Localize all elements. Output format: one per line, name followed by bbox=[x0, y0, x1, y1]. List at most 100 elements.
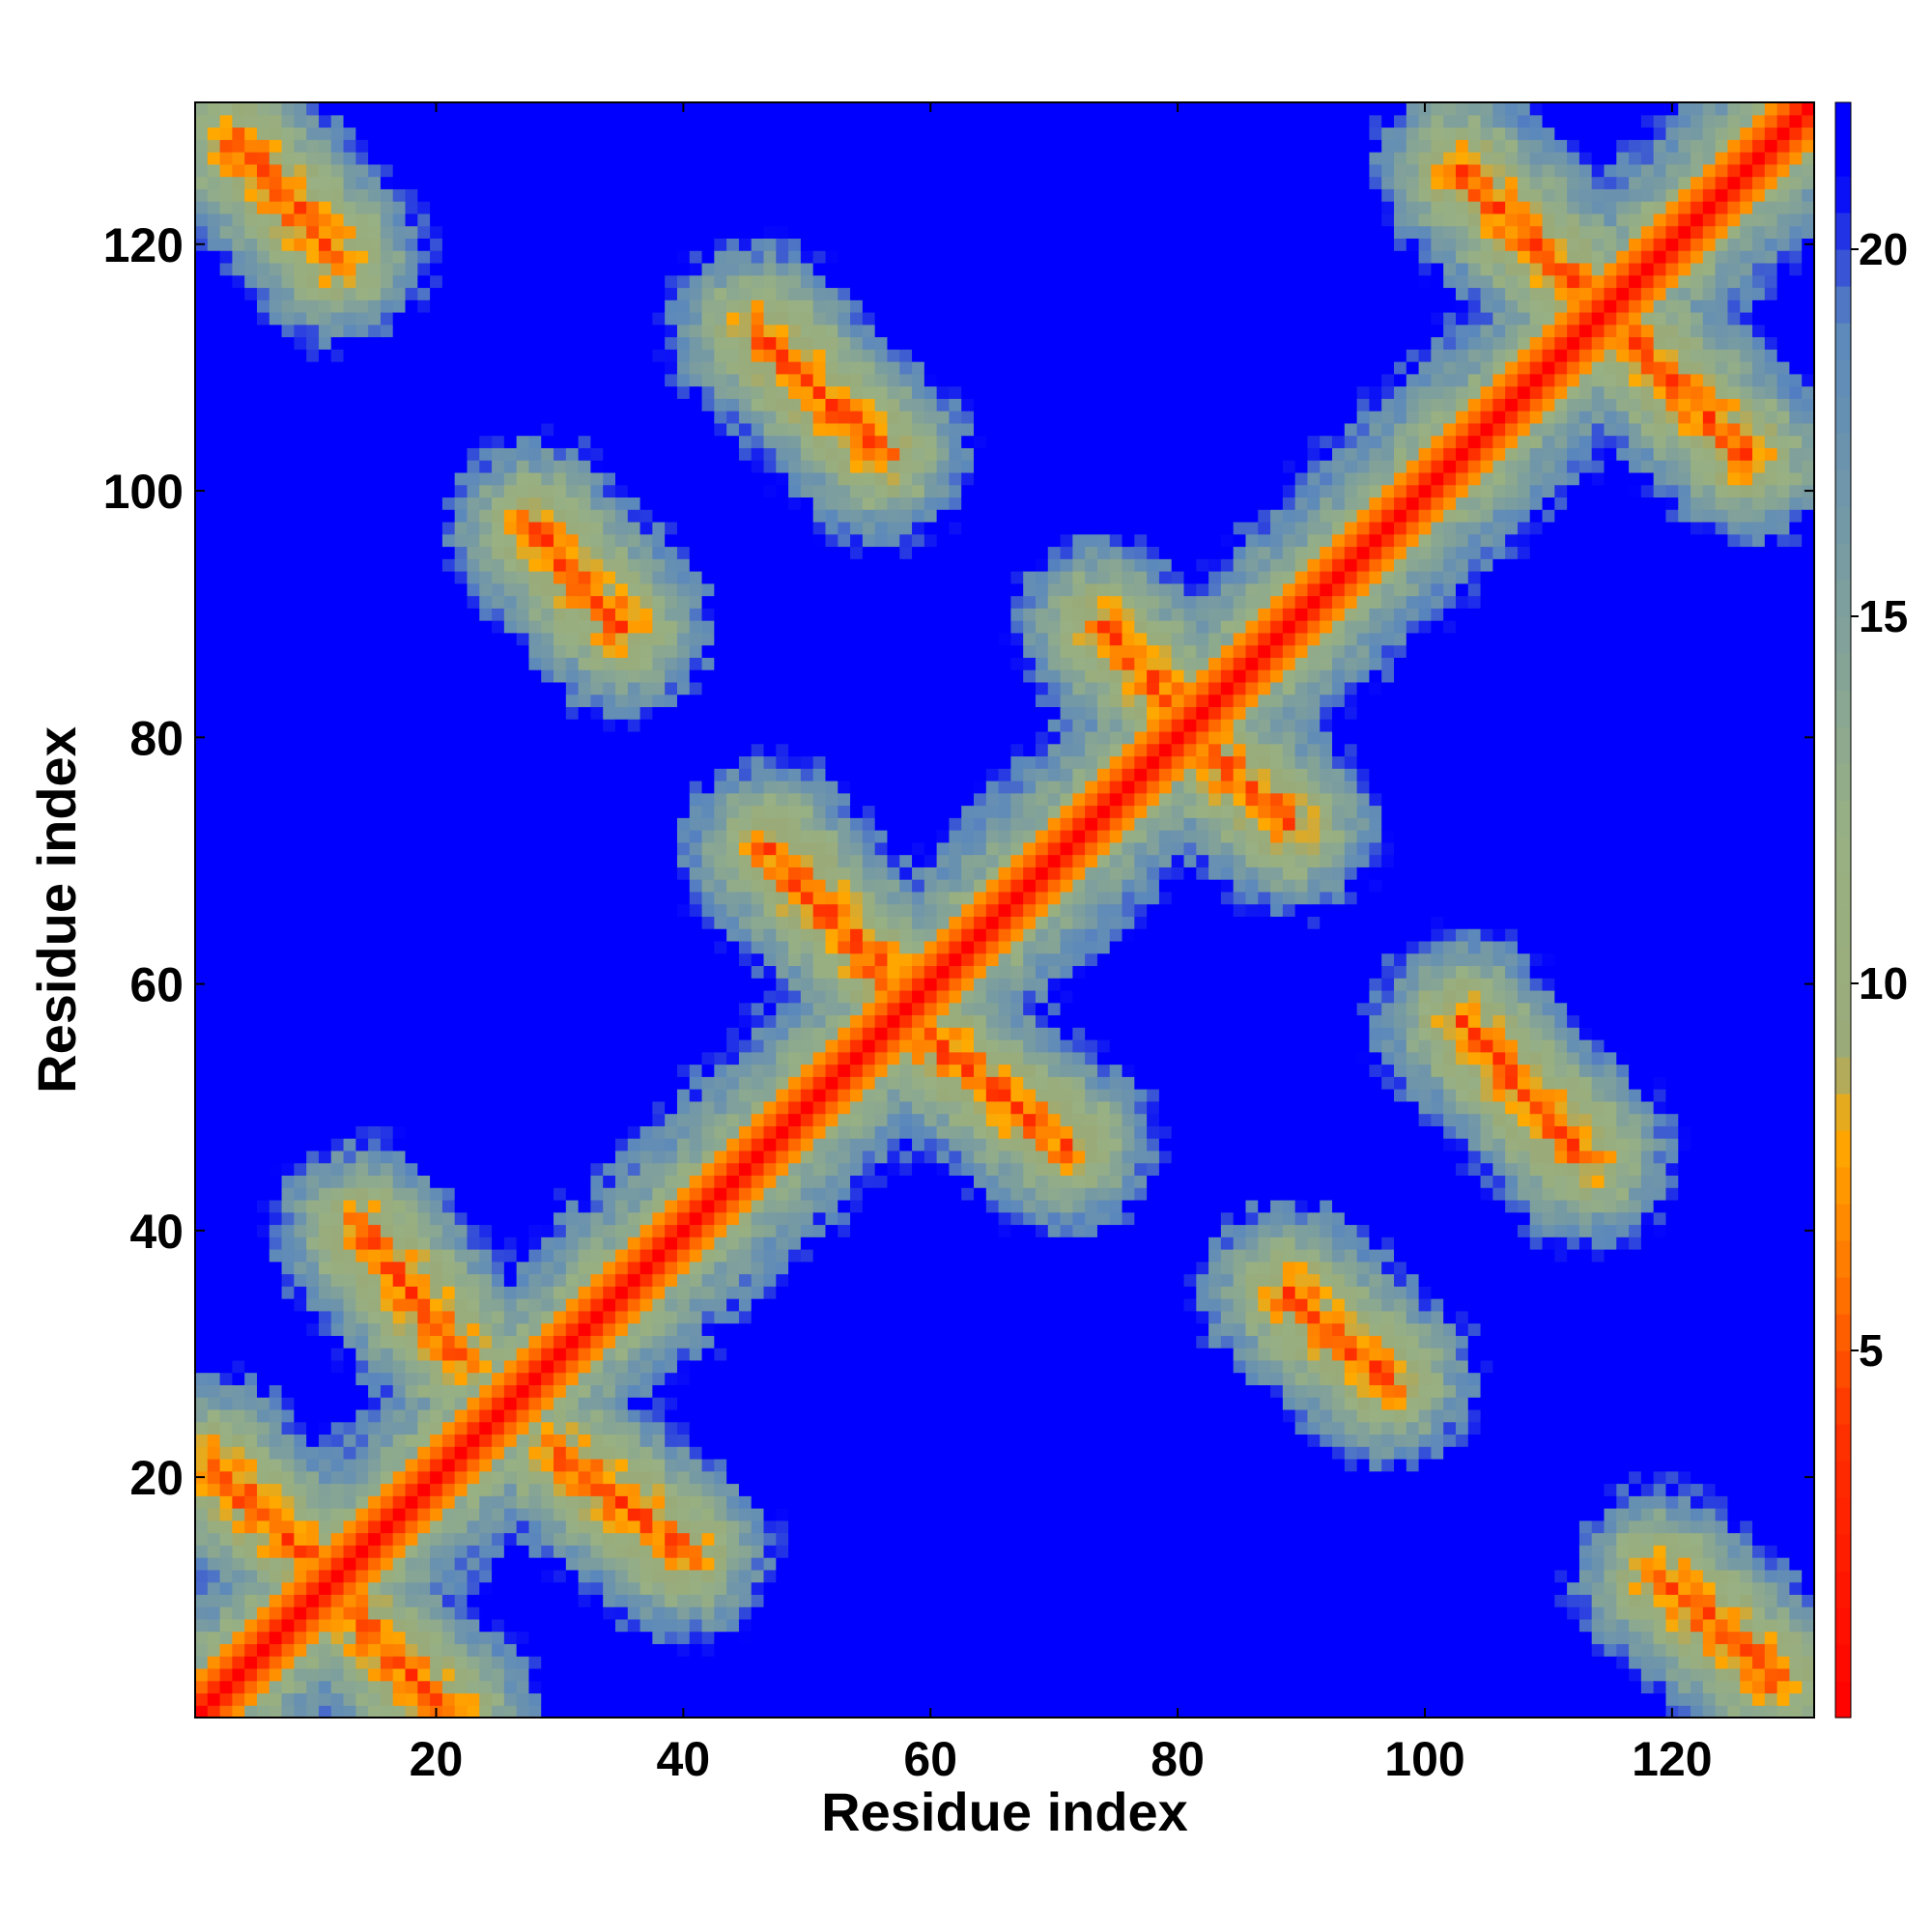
heatmap-cell bbox=[590, 916, 604, 929]
heatmap-cell bbox=[627, 978, 641, 991]
heatmap-cell bbox=[467, 1039, 480, 1053]
heatmap-cell bbox=[503, 225, 518, 239]
heatmap-cell bbox=[417, 1187, 431, 1201]
heatmap-cell bbox=[614, 928, 629, 942]
heatmap-cell bbox=[578, 460, 591, 473]
heatmap-cell bbox=[454, 225, 469, 239]
heatmap-cell bbox=[578, 1408, 591, 1423]
heatmap-cell bbox=[652, 830, 666, 843]
heatmap-cell bbox=[405, 201, 418, 214]
heatmap-cell bbox=[603, 582, 616, 597]
heatmap-cell bbox=[256, 349, 270, 362]
heatmap-cell bbox=[219, 1408, 233, 1423]
heatmap-cell bbox=[380, 176, 394, 189]
heatmap-cell bbox=[244, 1446, 258, 1460]
heatmap-cell bbox=[368, 213, 382, 227]
heatmap-cell bbox=[244, 163, 258, 178]
heatmap-cell bbox=[269, 1211, 283, 1226]
heatmap-cell bbox=[541, 644, 554, 658]
heatmap-cell bbox=[294, 521, 307, 535]
heatmap-cell bbox=[232, 620, 245, 634]
heatmap-cell bbox=[392, 373, 407, 387]
heatmap-cell bbox=[639, 447, 653, 461]
heatmap-cell bbox=[541, 1100, 554, 1115]
heatmap-cell bbox=[306, 188, 320, 202]
heatmap-cell bbox=[232, 694, 245, 707]
heatmap-cell bbox=[554, 411, 567, 424]
heatmap-cell bbox=[614, 447, 629, 461]
heatmap-cell bbox=[306, 1335, 320, 1349]
heatmap-cell bbox=[355, 435, 369, 448]
heatmap-cell bbox=[219, 299, 233, 313]
heatmap-cells bbox=[195, 102, 1815, 1719]
heatmap-cell bbox=[330, 706, 345, 720]
heatmap-cell bbox=[392, 102, 407, 116]
heatmap-cell bbox=[392, 928, 407, 942]
heatmap-cell bbox=[503, 1421, 518, 1435]
heatmap-cell bbox=[269, 435, 283, 448]
heatmap-cell bbox=[541, 1359, 554, 1374]
heatmap-cell bbox=[244, 1495, 258, 1509]
heatmap-cell bbox=[441, 1581, 456, 1595]
heatmap-cell bbox=[330, 1236, 345, 1250]
heatmap-cell bbox=[492, 1162, 505, 1177]
heatmap-cell bbox=[441, 867, 456, 880]
heatmap-cell bbox=[603, 681, 616, 696]
heatmap-cell bbox=[380, 805, 394, 818]
heatmap-cell bbox=[554, 1211, 567, 1226]
heatmap-cell bbox=[554, 1569, 567, 1583]
heatmap-cell bbox=[479, 201, 493, 214]
heatmap-cell bbox=[330, 509, 345, 523]
heatmap-cell bbox=[330, 730, 345, 745]
heatmap-cell bbox=[528, 952, 542, 967]
heatmap-cell bbox=[516, 879, 530, 893]
heatmap-cell bbox=[467, 176, 480, 189]
heatmap-cell bbox=[492, 127, 505, 140]
heatmap-cell bbox=[380, 447, 394, 461]
heatmap-cell bbox=[541, 1027, 554, 1040]
heatmap-cell bbox=[603, 471, 616, 486]
heatmap-cell bbox=[627, 1175, 641, 1188]
heatmap-cell bbox=[565, 1175, 580, 1188]
heatmap-cell bbox=[355, 188, 369, 202]
heatmap-cell bbox=[330, 1408, 345, 1423]
heatmap-cell bbox=[330, 447, 345, 461]
heatmap-cell bbox=[195, 1236, 209, 1250]
heatmap-cell bbox=[294, 411, 307, 424]
heatmap-cell bbox=[467, 620, 480, 634]
heatmap-cell bbox=[330, 422, 345, 437]
heatmap-cell bbox=[578, 989, 591, 1004]
heatmap-cell bbox=[441, 287, 456, 300]
heatmap-cell bbox=[479, 1680, 493, 1694]
heatmap-cell bbox=[614, 521, 629, 535]
heatmap-cell bbox=[492, 879, 505, 893]
heatmap-cell bbox=[516, 792, 530, 807]
heatmap-cell bbox=[492, 1051, 505, 1065]
heatmap-cell bbox=[244, 1236, 258, 1250]
heatmap-cell bbox=[306, 681, 320, 696]
heatmap-cell bbox=[516, 398, 530, 412]
heatmap-cell bbox=[652, 1298, 666, 1312]
heatmap-cell bbox=[232, 311, 245, 326]
heatmap-cell bbox=[392, 127, 407, 140]
heatmap-cell bbox=[516, 1187, 530, 1201]
heatmap-cell bbox=[281, 262, 295, 276]
heatmap-cell bbox=[578, 201, 591, 214]
heatmap-cell bbox=[355, 854, 369, 867]
heatmap-cell bbox=[219, 1434, 233, 1447]
heatmap-cell bbox=[430, 1581, 443, 1595]
heatmap-cell bbox=[479, 1051, 493, 1065]
heatmap-cell bbox=[281, 903, 295, 917]
heatmap-cell bbox=[614, 1618, 629, 1633]
heatmap-cell bbox=[603, 1618, 616, 1633]
heatmap-cell bbox=[355, 1692, 369, 1706]
heatmap-cell bbox=[430, 978, 443, 991]
heatmap-cell bbox=[330, 743, 345, 757]
heatmap-cell bbox=[639, 1224, 653, 1237]
heatmap-cell bbox=[441, 484, 456, 498]
heatmap-cell bbox=[516, 127, 530, 140]
heatmap-cell bbox=[207, 1027, 221, 1040]
heatmap-cell bbox=[306, 817, 320, 831]
heatmap-cell bbox=[380, 1150, 394, 1164]
heatmap-cell bbox=[294, 1113, 307, 1126]
